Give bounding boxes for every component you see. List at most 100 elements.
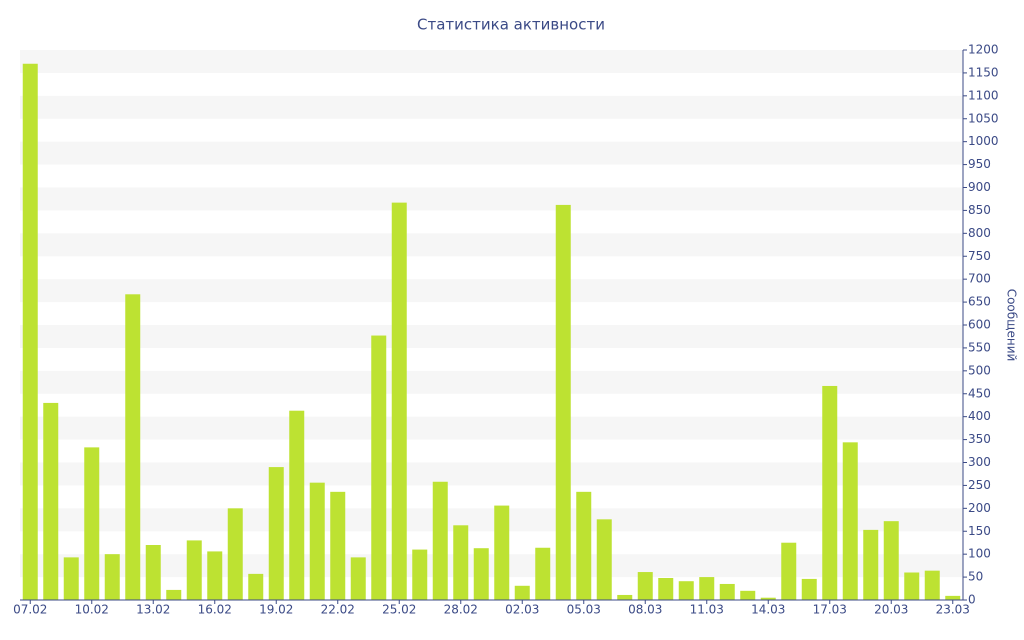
bar xyxy=(822,385,838,600)
grid-stripe xyxy=(20,462,963,486)
bar xyxy=(432,481,448,600)
y-tick-label: 900 xyxy=(968,180,991,194)
y-tick-label: 100 xyxy=(968,547,991,561)
bar xyxy=(350,557,366,600)
bar xyxy=(494,505,510,600)
bar xyxy=(43,402,59,600)
x-tick-label: 17.03 xyxy=(813,603,847,617)
y-tick-label: 450 xyxy=(968,386,991,400)
bar xyxy=(166,589,182,600)
x-tick-label: 02.03 xyxy=(505,603,539,617)
bar xyxy=(371,335,387,600)
grid-stripe xyxy=(20,554,963,578)
y-tick-label: 300 xyxy=(968,455,991,469)
bar xyxy=(658,578,674,600)
bar xyxy=(248,573,264,600)
bar xyxy=(678,581,694,600)
bar xyxy=(945,595,961,600)
bar xyxy=(391,202,407,600)
bar xyxy=(801,578,817,600)
bar xyxy=(207,551,223,600)
bar xyxy=(576,491,592,600)
bar xyxy=(924,570,940,600)
y-tick-label: 1100 xyxy=(968,88,999,102)
grid-stripe xyxy=(20,187,963,211)
y-tick-label: 200 xyxy=(968,501,991,515)
bar xyxy=(842,442,858,600)
bar xyxy=(289,410,305,600)
x-tick-label: 05.03 xyxy=(567,603,601,617)
y-tick-label: 700 xyxy=(968,272,991,286)
grid-stripe xyxy=(20,370,963,394)
bar xyxy=(473,548,489,600)
bar xyxy=(63,557,79,600)
grid-stripe xyxy=(20,95,963,119)
grid-stripe xyxy=(20,141,963,165)
bar xyxy=(883,521,899,600)
y-tick-label: 50 xyxy=(968,570,983,584)
bar xyxy=(863,529,879,600)
x-tick-label: 13.02 xyxy=(136,603,170,617)
y-tick-label: 1200 xyxy=(968,43,999,57)
bar xyxy=(412,549,428,600)
bar xyxy=(22,63,38,600)
bar xyxy=(453,525,469,600)
grid-stripe xyxy=(20,325,963,348)
y-tick-label: 650 xyxy=(968,295,991,309)
bar xyxy=(268,467,284,600)
y-tick-label: 1050 xyxy=(968,111,999,125)
bar xyxy=(699,577,715,600)
y-tick-label: 250 xyxy=(968,478,991,492)
x-tick-label: 20.03 xyxy=(874,603,908,617)
bar xyxy=(904,572,920,600)
bar xyxy=(186,540,202,600)
bar xyxy=(84,447,100,600)
x-tick-label: 11.03 xyxy=(690,603,724,617)
x-tick-label: 08.03 xyxy=(628,603,662,617)
bar xyxy=(637,572,653,600)
bar xyxy=(330,491,346,600)
grid-stripe xyxy=(20,416,963,440)
x-tick-label: 28.02 xyxy=(444,603,478,617)
bar xyxy=(617,594,633,600)
x-tick-label: 22.02 xyxy=(321,603,355,617)
bar xyxy=(740,590,756,600)
bar xyxy=(555,204,571,600)
bar xyxy=(596,519,612,600)
bar xyxy=(535,547,551,600)
y-tick-label: 800 xyxy=(968,226,991,240)
y-tick-label: 150 xyxy=(968,524,991,538)
bar xyxy=(781,542,797,600)
bar xyxy=(760,597,776,600)
y-tick-label: 1150 xyxy=(968,65,999,79)
bar xyxy=(227,508,243,600)
bar xyxy=(719,583,735,600)
grid-stripe xyxy=(20,508,963,532)
y-tick-label: 550 xyxy=(968,340,991,354)
grid-stripe xyxy=(20,50,963,73)
y-tick-label: 600 xyxy=(968,318,991,332)
x-tick-label: 14.03 xyxy=(751,603,785,617)
x-tick-label: 10.02 xyxy=(75,603,109,617)
bar xyxy=(104,554,120,600)
bar xyxy=(309,482,325,600)
y-tick-label: 350 xyxy=(968,432,991,446)
y-tick-label: 1000 xyxy=(968,134,999,148)
y-tick-label: 400 xyxy=(968,409,991,423)
x-tick-label: 25.02 xyxy=(382,603,416,617)
bar xyxy=(125,294,141,600)
x-tick-label: 07.02 xyxy=(13,603,47,617)
y-tick-label: 0 xyxy=(968,593,976,607)
x-tick-label: 16.02 xyxy=(198,603,232,617)
bar xyxy=(145,545,161,600)
grid-stripe xyxy=(20,233,963,257)
y-tick-label: 850 xyxy=(968,203,991,217)
y-tick-label: 500 xyxy=(968,363,991,377)
x-tick-label: 19.02 xyxy=(259,603,293,617)
grid-stripe xyxy=(20,279,963,303)
y-axis-label: Сообщений xyxy=(1005,289,1019,362)
chart-title: Статистика активности xyxy=(417,16,605,34)
bar xyxy=(514,585,530,600)
